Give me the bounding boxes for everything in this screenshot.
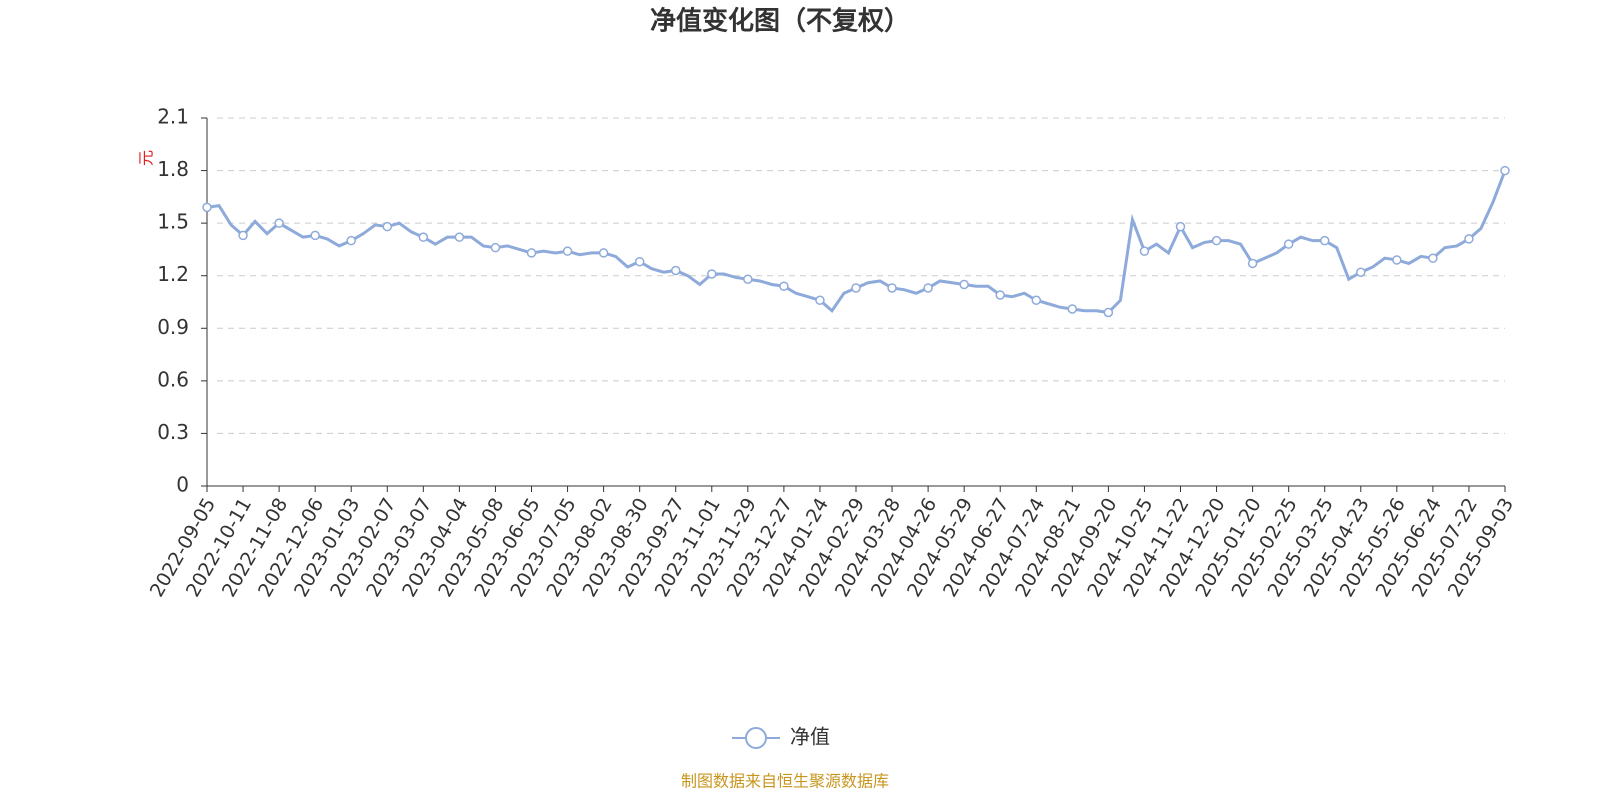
data-point	[959, 279, 969, 290]
y-tick-label: 0.9	[157, 315, 189, 339]
data-point	[1392, 255, 1402, 265]
y-tick-label: 1.8	[157, 157, 189, 181]
data-point	[1067, 304, 1078, 314]
data-point	[274, 218, 284, 228]
data-point	[923, 283, 933, 293]
data-point	[707, 269, 717, 279]
legend-symbol	[745, 727, 767, 749]
legend-label: 净值	[790, 725, 830, 749]
y-tick-label: 1.5	[157, 210, 189, 234]
data-point	[526, 248, 537, 258]
data-point	[202, 202, 212, 213]
source-note: 制图数据来自恒生聚源数据库	[681, 772, 889, 791]
data-point	[1103, 307, 1114, 318]
data-point	[1428, 253, 1438, 263]
data-point	[851, 283, 861, 293]
data-point	[634, 256, 645, 267]
data-point	[1175, 221, 1186, 232]
data-point	[1247, 258, 1258, 269]
data-point	[238, 230, 248, 241]
data-point	[454, 232, 465, 242]
y-tick-label: 0.6	[157, 367, 189, 391]
data-point	[1356, 267, 1366, 277]
data-point	[1211, 235, 1222, 246]
data-point	[1464, 234, 1474, 244]
data-point	[562, 246, 573, 256]
y-axis-label: 元	[137, 150, 156, 166]
data-point	[995, 290, 1005, 300]
y-tick-label: 0	[176, 473, 189, 497]
data-point	[815, 295, 825, 305]
data-point	[743, 274, 753, 284]
data-point	[1283, 239, 1294, 249]
y-tick-label: 2.1	[157, 105, 189, 129]
data-point	[382, 221, 393, 232]
data-point	[1031, 295, 1042, 305]
data-point	[1139, 246, 1150, 256]
data-point	[1500, 165, 1510, 176]
data-point	[346, 235, 356, 246]
chart-title: 净值变化图（不复权）	[650, 6, 910, 37]
y-tick-label: 1.2	[157, 262, 189, 286]
y-tick-label: 0.3	[157, 420, 189, 444]
data-point	[887, 283, 897, 293]
data-point	[310, 230, 320, 241]
data-point	[490, 242, 501, 253]
data-point	[1319, 235, 1330, 246]
data-point	[418, 232, 429, 242]
data-point	[598, 248, 609, 258]
data-point	[779, 281, 789, 291]
legend: 净值	[732, 725, 830, 749]
data-point	[670, 265, 681, 276]
